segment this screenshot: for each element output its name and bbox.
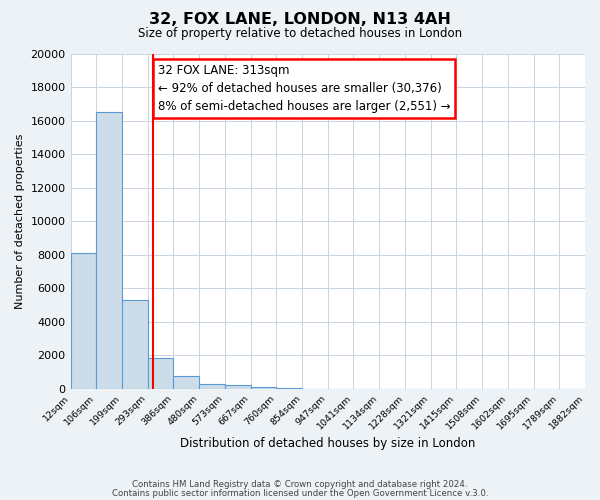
Text: Size of property relative to detached houses in London: Size of property relative to detached ho… bbox=[138, 28, 462, 40]
Bar bbox=[71, 253, 96, 389]
Bar bbox=[251, 387, 277, 389]
Bar bbox=[148, 358, 173, 389]
Text: 32 FOX LANE: 313sqm
← 92% of detached houses are smaller (30,376)
8% of semi-det: 32 FOX LANE: 313sqm ← 92% of detached ho… bbox=[158, 64, 451, 113]
Bar bbox=[225, 386, 251, 389]
Text: 32, FOX LANE, LONDON, N13 4AH: 32, FOX LANE, LONDON, N13 4AH bbox=[149, 12, 451, 28]
Bar bbox=[173, 376, 199, 389]
X-axis label: Distribution of detached houses by size in London: Distribution of detached houses by size … bbox=[180, 437, 475, 450]
Bar bbox=[277, 388, 302, 389]
Y-axis label: Number of detached properties: Number of detached properties bbox=[15, 134, 25, 309]
Bar bbox=[122, 300, 148, 389]
Text: Contains HM Land Registry data © Crown copyright and database right 2024.: Contains HM Land Registry data © Crown c… bbox=[132, 480, 468, 489]
Bar bbox=[199, 384, 225, 389]
Text: Contains public sector information licensed under the Open Government Licence v.: Contains public sector information licen… bbox=[112, 489, 488, 498]
Bar bbox=[96, 112, 122, 389]
